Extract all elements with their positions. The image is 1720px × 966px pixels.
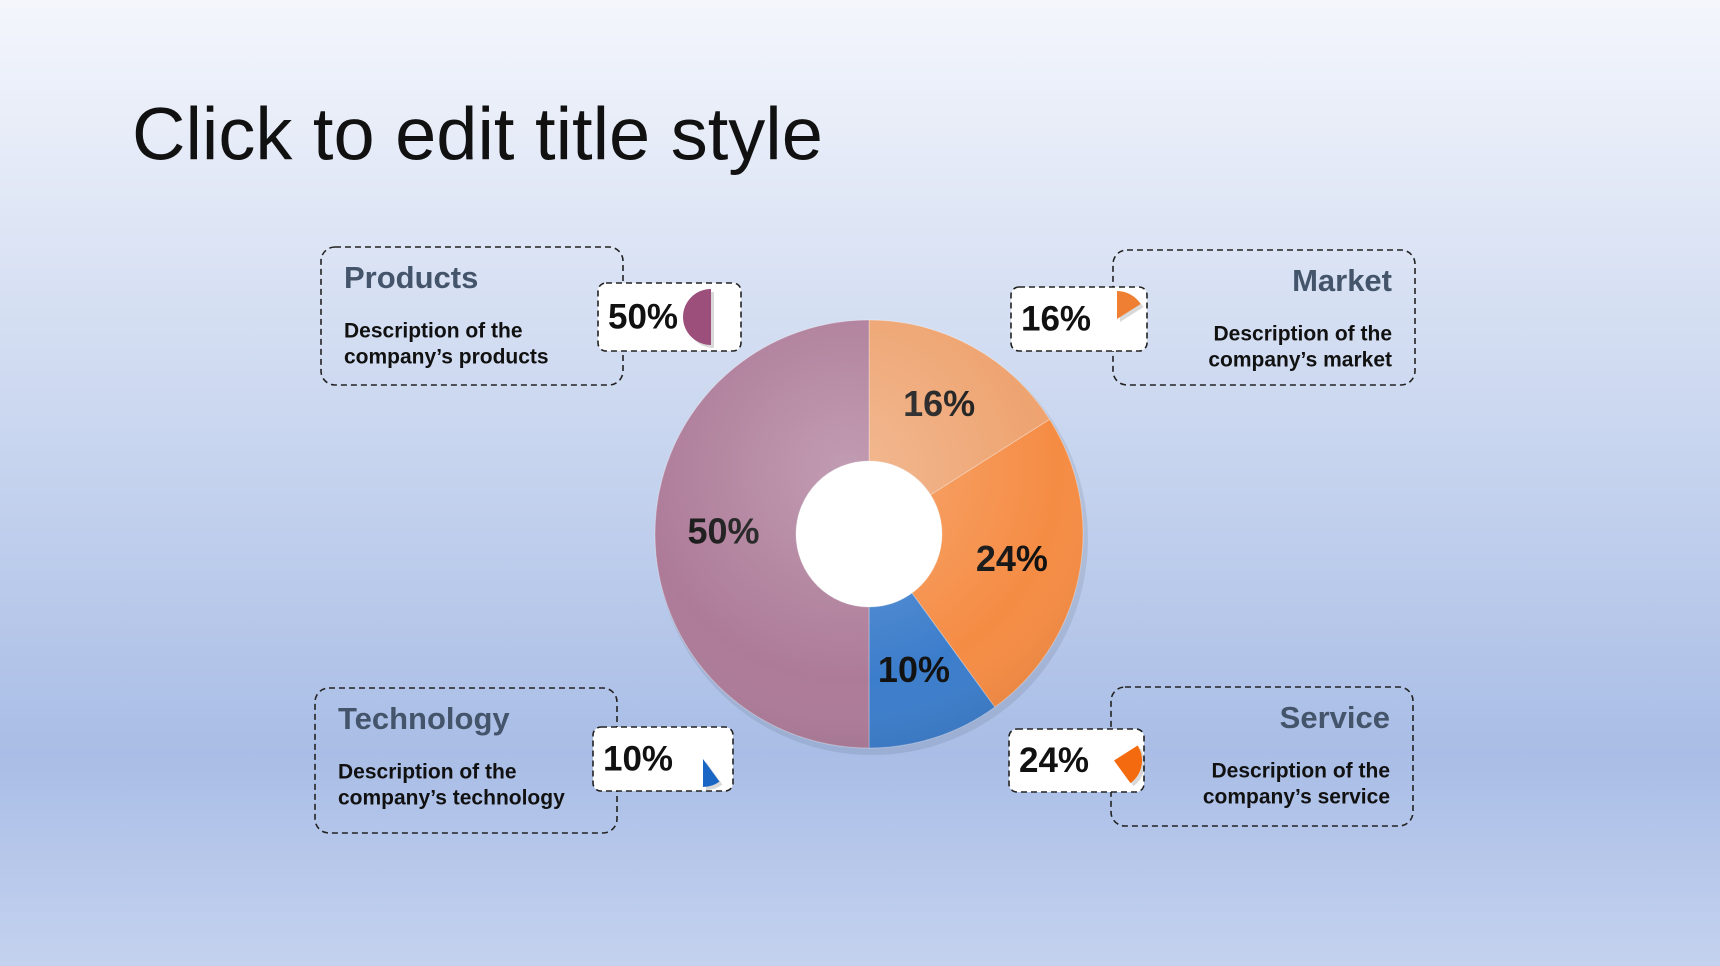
callout-description: company’s service bbox=[1203, 786, 1390, 809]
callout-title: Service bbox=[1280, 700, 1390, 735]
callout-title: Technology bbox=[338, 701, 510, 736]
badge-value: 10% bbox=[603, 739, 673, 778]
badge-icon bbox=[1114, 745, 1143, 784]
callout-description: Description of the bbox=[338, 761, 517, 784]
slice-label: 10% bbox=[878, 649, 950, 690]
badge-value: 16% bbox=[1021, 299, 1091, 338]
callout-title: Products bbox=[344, 260, 478, 295]
callout-description: company’s products bbox=[344, 346, 549, 369]
donut-hole bbox=[796, 461, 942, 607]
callout-description: Description of the bbox=[344, 320, 523, 343]
badge-icon bbox=[1117, 291, 1141, 319]
callout-title: Market bbox=[1292, 263, 1392, 298]
slice-label: 50% bbox=[687, 511, 759, 552]
callout-description: Description of the bbox=[1211, 760, 1390, 783]
badge-value: 24% bbox=[1019, 741, 1089, 780]
badge-icon bbox=[703, 759, 720, 787]
badge-border bbox=[1008, 728, 1145, 793]
callout-description: Description of the bbox=[1213, 323, 1392, 346]
badge-border bbox=[597, 282, 742, 352]
slide-title: Click to edit title style bbox=[132, 93, 823, 176]
callout-description: company’s market bbox=[1208, 349, 1392, 372]
slice-label: 16% bbox=[903, 383, 975, 424]
slice-label: 24% bbox=[976, 538, 1048, 579]
badge-value: 50% bbox=[608, 297, 678, 336]
callout-description: company’s technology bbox=[338, 787, 565, 810]
